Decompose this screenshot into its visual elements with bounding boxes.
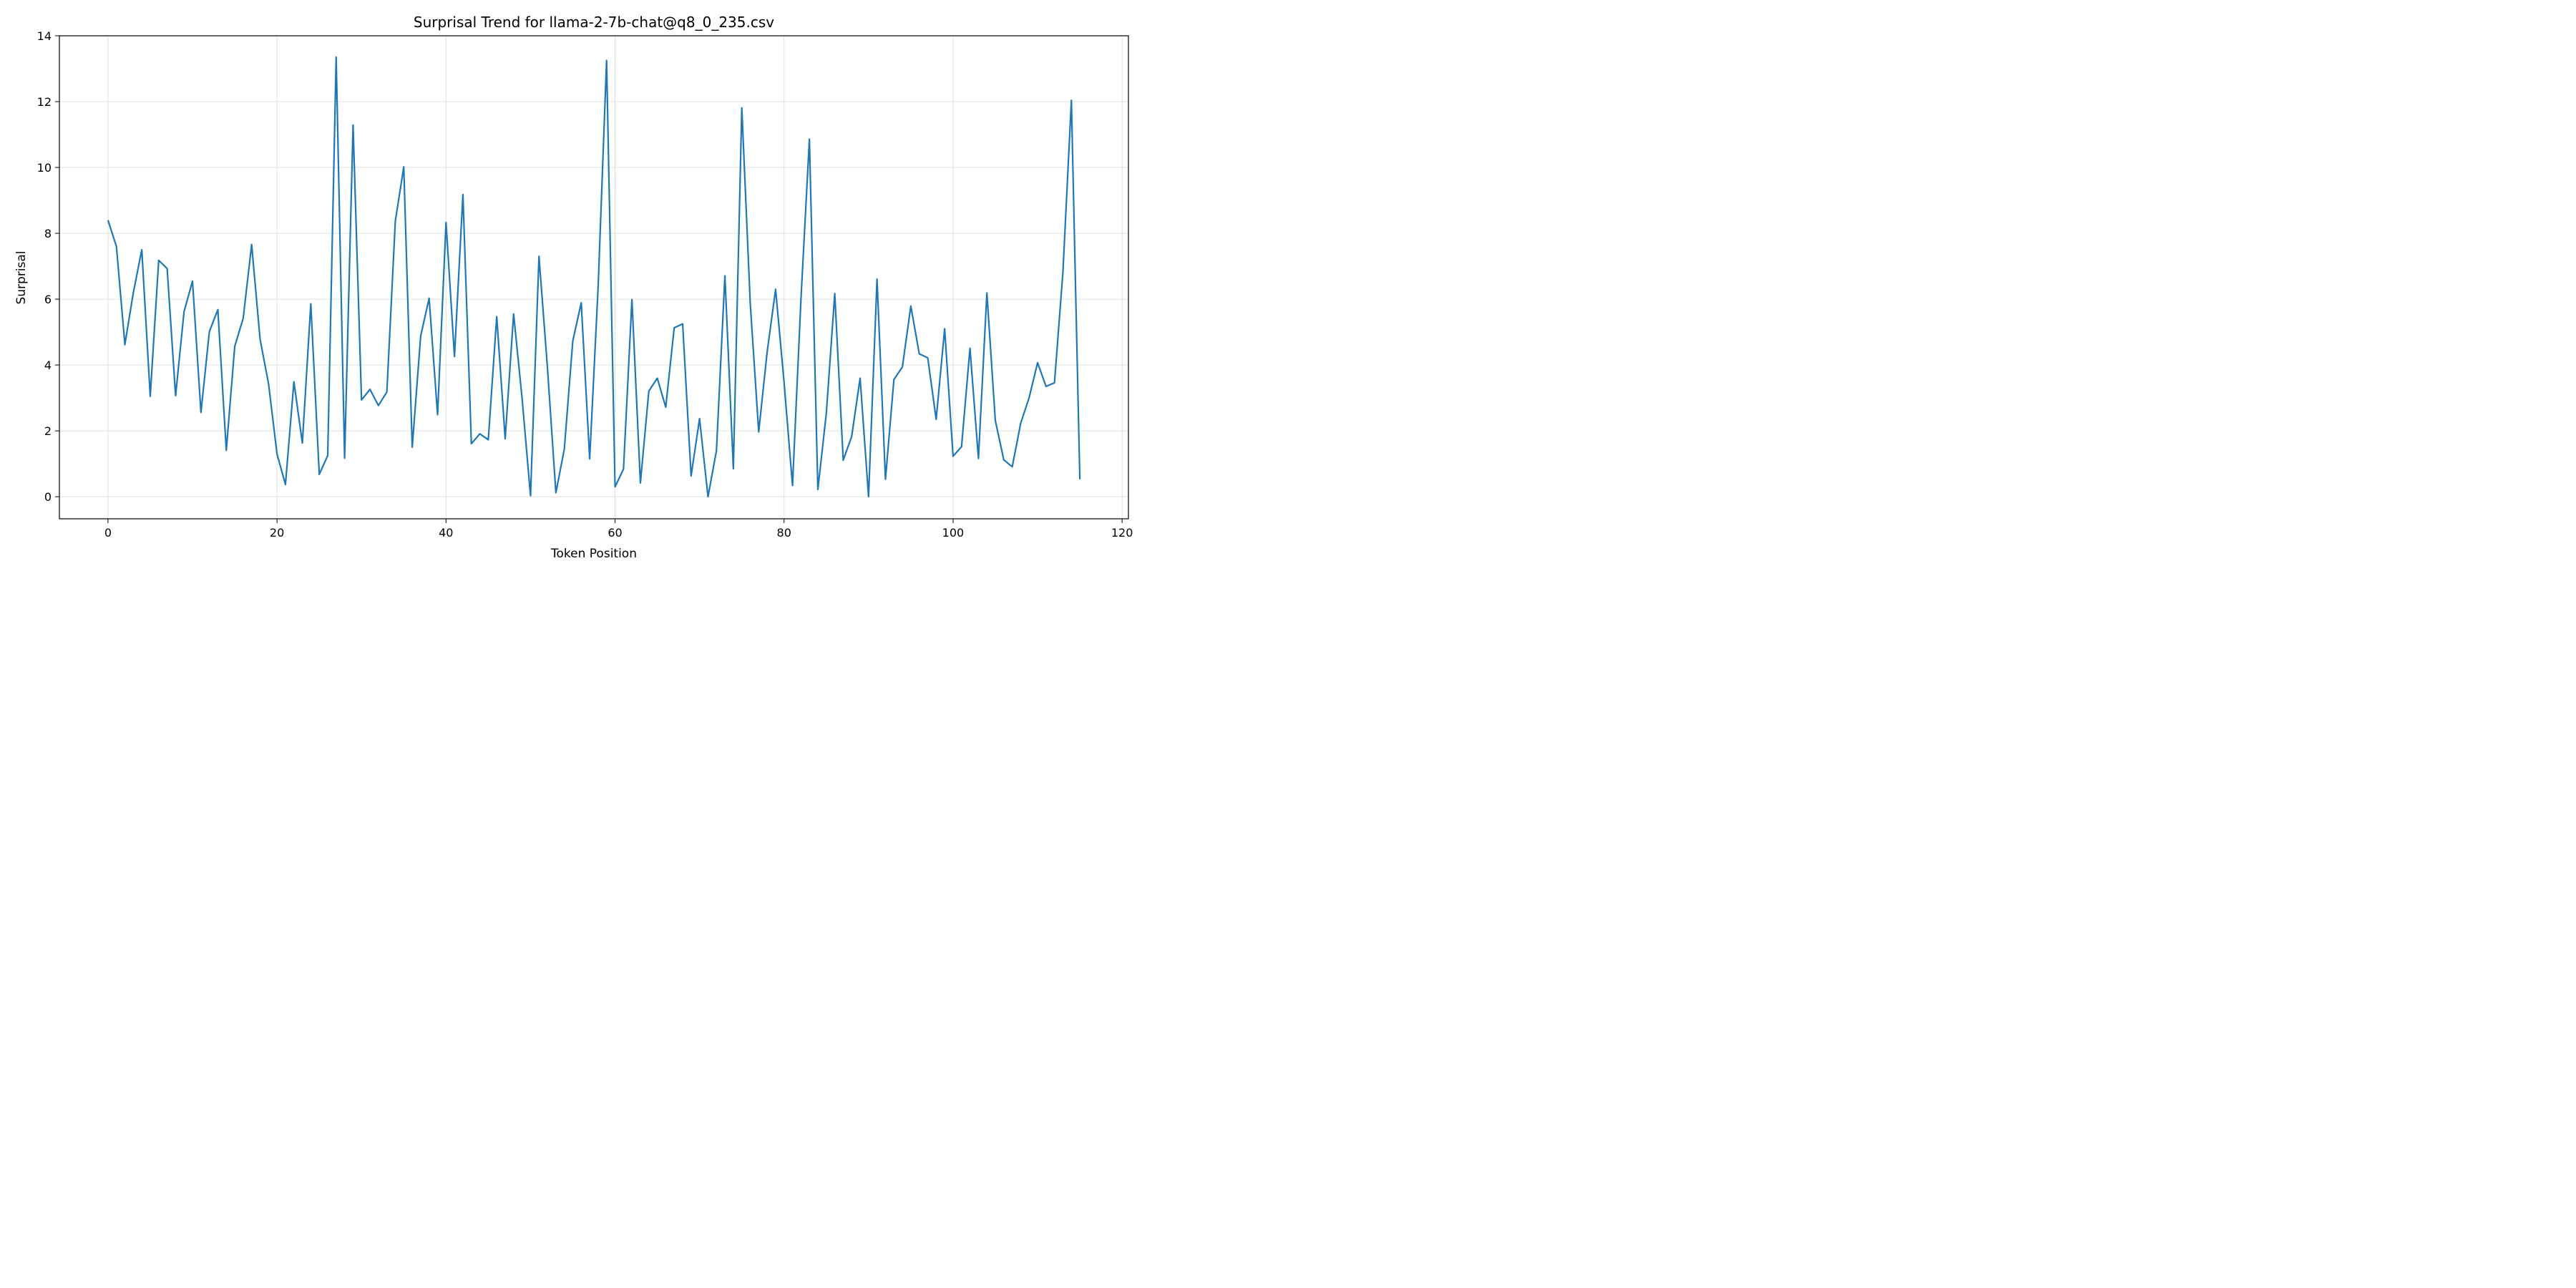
y-tick-label: 4 [44, 358, 52, 372]
chart-title: Surprisal Trend for llama-2-7b-chat@q8_0… [414, 14, 774, 31]
y-tick-label: 10 [37, 161, 52, 175]
surprisal-series-line [107, 56, 1081, 498]
axes-layer: 0 20 40 60 80 100 120 0 2 4 6 8 10 12 14 [37, 29, 1133, 540]
x-tick-label: 40 [439, 526, 453, 540]
y-tick-label: 8 [44, 227, 52, 240]
x-axis-title: Token Position [550, 547, 637, 561]
chart-container: Surprisal Trend for llama-2-7b-chat@q8_0… [0, 0, 1145, 572]
x-tick-label: 100 [942, 526, 965, 540]
y-axis-title: Surprisal [14, 250, 29, 304]
series-layer [107, 56, 1081, 498]
y-tick-label: 12 [37, 95, 52, 109]
x-tick-label: 60 [608, 526, 622, 540]
line-chart: Surprisal Trend for llama-2-7b-chat@q8_0… [14, 14, 1133, 561]
grid-layer [59, 35, 1128, 519]
plot-frame [59, 35, 1129, 519]
x-tick-label: 20 [270, 526, 284, 540]
x-tick-label: 120 [1111, 526, 1133, 540]
y-tick-label: 0 [44, 490, 52, 504]
x-tick-label: 80 [777, 526, 791, 540]
x-tick-label: 0 [104, 526, 112, 540]
y-tick-label: 6 [44, 293, 52, 306]
y-tick-label: 2 [44, 424, 52, 438]
y-tick-label: 14 [37, 29, 52, 43]
